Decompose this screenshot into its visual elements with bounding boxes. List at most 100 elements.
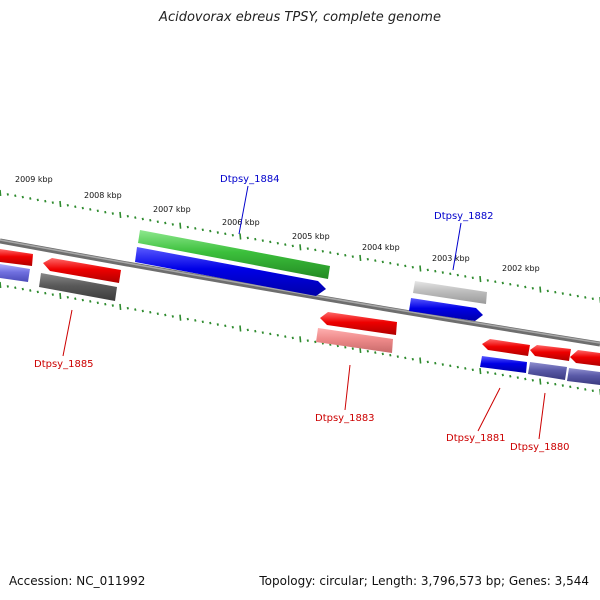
minor-tick <box>591 297 594 301</box>
minor-tick <box>74 205 77 209</box>
minor-tick <box>209 321 212 325</box>
kbp-label-2004: 2004 kbp <box>362 243 400 252</box>
minor-tick <box>254 237 257 241</box>
gene-arrow[interactable] <box>413 281 487 304</box>
gene-arrow[interactable] <box>0 249 33 266</box>
gene-arrow[interactable] <box>316 328 393 353</box>
major-tick <box>59 292 62 300</box>
minor-tick <box>576 294 579 298</box>
minor-tick <box>441 271 444 274</box>
kbp-label-2002: 2002 kbp <box>502 264 540 273</box>
minor-tick <box>501 281 504 285</box>
major-tick <box>179 222 182 229</box>
gene-arrow[interactable] <box>0 264 30 282</box>
gene-arrow[interactable] <box>570 350 600 366</box>
minor-tick <box>396 263 399 266</box>
minor-tick <box>171 223 174 226</box>
minor-tick <box>351 347 354 350</box>
minor-tick <box>381 352 384 356</box>
minor-tick <box>576 386 579 390</box>
minor-tick <box>396 355 399 358</box>
minor-tick <box>21 195 24 199</box>
minor-tick <box>149 310 152 314</box>
minor-tick <box>531 286 534 290</box>
minor-tick <box>66 203 69 207</box>
minor-tick <box>434 361 437 365</box>
minor-tick <box>321 249 324 253</box>
gene-arrow-dtpsy-1880[interactable] <box>530 345 571 361</box>
minor-tick <box>231 233 234 237</box>
minor-tick <box>141 217 144 221</box>
gene-arrow-dtpsy-1882[interactable] <box>409 298 483 321</box>
minor-tick <box>366 257 369 261</box>
minor-tick <box>524 285 527 289</box>
minor-tick <box>149 218 152 222</box>
minor-tick <box>306 339 309 342</box>
minor-tick <box>441 363 444 366</box>
major-tick <box>359 254 362 261</box>
gene-arrow[interactable] <box>567 368 600 385</box>
major-tick <box>419 265 422 272</box>
minor-tick <box>164 313 167 317</box>
major-tick <box>299 244 302 251</box>
minor-tick <box>389 261 392 265</box>
genome-title: Acidovorax ebreus TPSY, complete genome <box>159 10 441 25</box>
minor-tick <box>336 344 339 348</box>
minor-tick <box>104 302 107 306</box>
minor-tick <box>546 381 549 385</box>
minor-tick <box>156 312 159 316</box>
minor-tick <box>329 251 332 254</box>
minor-tick <box>44 291 47 295</box>
minor-tick <box>111 212 114 215</box>
minor-tick <box>336 252 339 256</box>
gene-label-dtpsy-1885[interactable]: Dtpsy_1885 <box>34 359 94 370</box>
minor-tick <box>201 320 204 324</box>
major-tick <box>479 368 482 375</box>
gene-arrow[interactable] <box>480 356 527 373</box>
minor-tick <box>269 240 272 244</box>
gene-arrow[interactable] <box>528 362 567 380</box>
genome-summary-text: Topology: circular; Length: 3,796,573 bp… <box>259 574 589 588</box>
minor-tick <box>276 333 279 337</box>
major-tick <box>539 286 542 293</box>
gene-label-dtpsy-1884[interactable]: Dtpsy_1884 <box>220 174 280 185</box>
gene-arrow[interactable] <box>39 273 117 301</box>
minor-tick <box>351 255 354 258</box>
accession-text: Accession: NC_011992 <box>9 574 146 588</box>
minor-tick <box>291 336 294 340</box>
kbp-label-2005: 2005 kbp <box>292 232 330 241</box>
minor-tick <box>366 349 369 353</box>
minor-tick <box>36 290 39 294</box>
gene-arrow-dtpsy-1885[interactable] <box>43 258 121 283</box>
gene-arrow-dtpsy-1883[interactable] <box>320 312 397 335</box>
major-tick <box>179 314 182 321</box>
minor-tick <box>546 289 549 293</box>
minor-tick <box>591 389 594 393</box>
minor-tick <box>584 296 587 299</box>
minor-tick <box>471 276 474 280</box>
gene-label-dtpsy-1883[interactable]: Dtpsy_1883 <box>315 413 375 424</box>
minor-tick <box>381 260 384 264</box>
minor-tick <box>306 247 309 250</box>
minor-tick <box>111 304 114 307</box>
gene-label-dtpsy-1881[interactable]: Dtpsy_1881 <box>446 433 506 444</box>
gene-arrow-dtpsy-1881[interactable] <box>482 339 530 356</box>
minor-tick <box>29 197 32 200</box>
minor-tick <box>194 227 197 230</box>
gene-label-dtpsy-1880[interactable]: Dtpsy_1880 <box>510 442 570 453</box>
minor-tick <box>81 206 84 210</box>
minor-tick <box>569 293 572 297</box>
minor-tick <box>464 275 467 278</box>
minor-tick <box>464 367 467 370</box>
minor-tick <box>246 328 249 332</box>
gene-arrow[interactable] <box>138 230 330 279</box>
kbp-label-2007: 2007 kbp <box>153 205 191 214</box>
gene-label-dtpsy-1882[interactable]: Dtpsy_1882 <box>434 211 494 222</box>
minor-tick <box>216 323 219 326</box>
minor-tick <box>194 319 197 322</box>
genome-backbone <box>0 238 600 347</box>
gene-arrow-dtpsy-1884[interactable] <box>135 247 326 296</box>
minor-tick <box>21 287 24 291</box>
gene-leader-lines <box>62 185 546 440</box>
kbp-label-2009: 2009 kbp <box>15 175 53 184</box>
